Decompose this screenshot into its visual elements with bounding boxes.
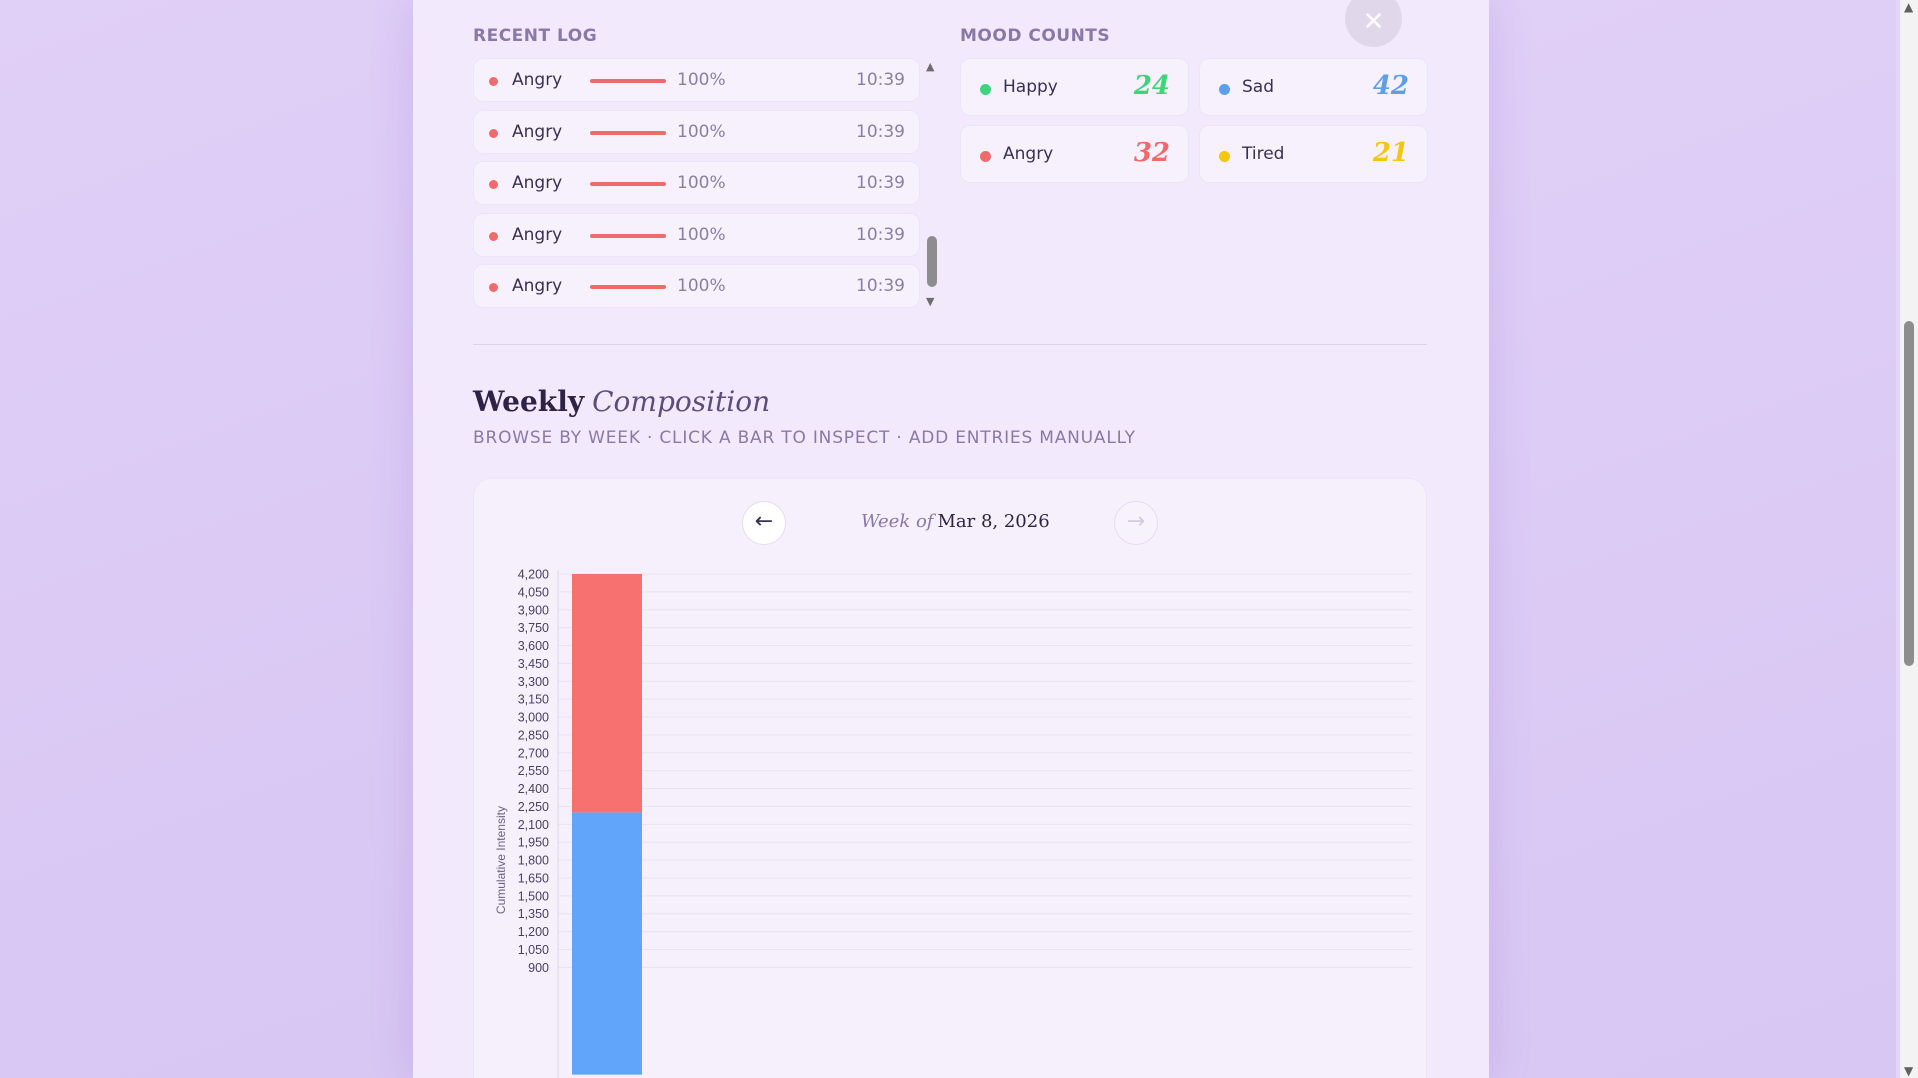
y-tick-label: 2,550 <box>518 764 549 778</box>
log-mood-label: Angry <box>512 276 563 296</box>
mood-count-label: Sad <box>1242 77 1274 97</box>
log-intensity: 100% <box>677 70 726 90</box>
close-icon[interactable]: ✕ <box>1345 0 1402 47</box>
mood-count-angry[interactable]: Angry 32 <box>960 125 1189 183</box>
weekly-chart-card: ← Week of Mar 8, 2026 → 4,200 4,050 3,900 3,… <box>473 478 1427 1078</box>
week-label: Week of Mar 8, 2026 <box>861 511 1050 532</box>
log-time: 10:39 <box>856 276 905 296</box>
intensity-bar <box>590 182 666 186</box>
y-tick-label: 3,300 <box>518 675 549 689</box>
log-entry[interactable]: Angry 100% 10:39 <box>473 264 920 308</box>
y-tick-label: 3,000 <box>518 711 549 725</box>
log-time: 10:39 <box>856 173 905 193</box>
scroll-down-icon[interactable]: ▼ <box>1904 1064 1914 1078</box>
log-intensity: 100% <box>677 173 726 193</box>
log-mood-label: Angry <box>512 70 563 90</box>
log-entry[interactable]: Angry 100% 10:39 <box>473 161 920 205</box>
log-entry[interactable]: Angry 100% 10:39 <box>473 109 920 154</box>
y-tick-label: 1,350 <box>518 907 549 921</box>
mood-dot-icon <box>489 231 498 241</box>
y-tick-label: 1,200 <box>518 925 549 939</box>
y-axis-label: Cumulative Intensity <box>494 806 508 914</box>
section-divider <box>473 344 1427 345</box>
log-intensity: 100% <box>677 121 726 142</box>
recent-log-list: Angry 100% 10:39 Angry 100% 10:39 Angry … <box>473 58 920 316</box>
intensity-bar <box>590 130 666 135</box>
log-time: 10:39 <box>856 70 905 90</box>
y-tick-label: 3,600 <box>518 639 549 653</box>
y-tick-label: 1,950 <box>518 836 549 850</box>
y-tick-label: 3,900 <box>518 603 549 617</box>
y-tick-label: 2,100 <box>518 818 549 832</box>
log-scrollbar-thumb[interactable] <box>927 236 937 287</box>
y-tick-label: 2,850 <box>518 728 549 742</box>
background-left <box>0 0 413 1078</box>
log-intensity: 100% <box>677 276 726 296</box>
y-tick-label: 3,450 <box>518 657 549 671</box>
weekly-title: Weekly Composition <box>473 385 770 418</box>
mood-dot-icon <box>1219 84 1230 95</box>
y-tick-label: 900 <box>528 961 549 975</box>
weekly-subtitle: BROWSE BY WEEK · CLICK A BAR TO INSPECT … <box>473 428 1136 448</box>
mood-count-value: 24 <box>1133 71 1170 101</box>
week-date: Mar 8, 2026 <box>937 511 1050 532</box>
scroll-down-icon[interactable]: ▼ <box>926 295 935 308</box>
mood-dot-icon <box>489 128 498 138</box>
intensity-bar <box>590 79 666 83</box>
log-time: 10:39 <box>856 224 905 245</box>
next-week-button[interactable]: → <box>1114 501 1158 545</box>
mood-count-tired[interactable]: Tired 21 <box>1199 125 1428 183</box>
mood-counts-title: MOOD COUNTS <box>960 26 1111 46</box>
y-tick-label: 1,050 <box>518 943 549 957</box>
y-tick-label: 4,200 <box>518 568 549 582</box>
log-time: 10:39 <box>856 121 905 142</box>
y-tick-label: 2,700 <box>518 746 549 760</box>
log-entry[interactable]: Angry 100% 10:39 <box>473 212 920 257</box>
mood-dot-icon <box>489 77 498 86</box>
mood-dot-icon <box>980 84 991 95</box>
bar-segment[interactable] <box>572 812 642 1075</box>
bar-segment[interactable] <box>572 574 642 813</box>
mood-panel: ✕ RECENT LOG MOOD COUNTS Angry 100% 10:3… <box>413 0 1489 1078</box>
mood-count-value: 32 <box>1133 138 1170 168</box>
weekly-title-main: Weekly <box>473 385 585 418</box>
y-tick-label: 1,500 <box>518 889 549 903</box>
log-mood-label: Angry <box>512 224 563 245</box>
mood-count-label: Happy <box>1003 77 1058 97</box>
week-prefix: Week of <box>861 511 934 532</box>
mood-dot-icon <box>980 151 991 162</box>
mood-count-value: 21 <box>1372 138 1409 168</box>
page-scrollbar-thumb[interactable] <box>1904 321 1914 666</box>
mood-dot-icon <box>1219 151 1230 162</box>
previous-week-button[interactable]: ← <box>742 501 786 545</box>
mood-dot-icon <box>489 283 498 292</box>
mood-count-sad[interactable]: Sad 42 <box>1199 58 1428 116</box>
log-mood-label: Angry <box>512 121 563 142</box>
log-mood-label: Angry <box>512 173 563 193</box>
y-tick-label: 2,250 <box>518 800 549 814</box>
y-tick-label: 3,150 <box>518 693 549 707</box>
y-tick-label: 1,800 <box>518 854 549 868</box>
weekly-composition-chart: 4,200 4,050 3,900 3,750 3,600 3,450 3,300 3,150… <box>494 568 1412 1078</box>
scroll-up-icon[interactable]: ▲ <box>1904 0 1914 14</box>
mood-dot-icon <box>489 180 498 189</box>
log-intensity: 100% <box>677 224 726 245</box>
scroll-up-icon[interactable]: ▲ <box>926 60 935 73</box>
mood-count-value: 42 <box>1372 71 1409 101</box>
log-entry[interactable]: Angry 100% 10:39 <box>473 58 920 102</box>
weekly-title-italic: Composition <box>592 385 771 418</box>
page-scrollbar[interactable]: ▲ ▼ <box>1900 0 1918 1078</box>
recent-log-title: RECENT LOG <box>473 26 598 46</box>
y-tick-label: 4,050 <box>518 585 549 599</box>
intensity-bar <box>590 233 666 238</box>
log-scrollbar[interactable]: ▲ ▼ <box>924 60 940 308</box>
mood-count-label: Angry <box>1003 144 1054 164</box>
mood-count-label: Tired <box>1242 144 1285 164</box>
y-tick-label: 3,750 <box>518 621 549 635</box>
background-right <box>1489 0 1896 1078</box>
intensity-bar <box>590 285 666 289</box>
y-tick-label: 2,400 <box>518 782 549 796</box>
y-tick-label: 1,650 <box>518 871 549 885</box>
mood-count-happy[interactable]: Happy 24 <box>960 58 1189 116</box>
